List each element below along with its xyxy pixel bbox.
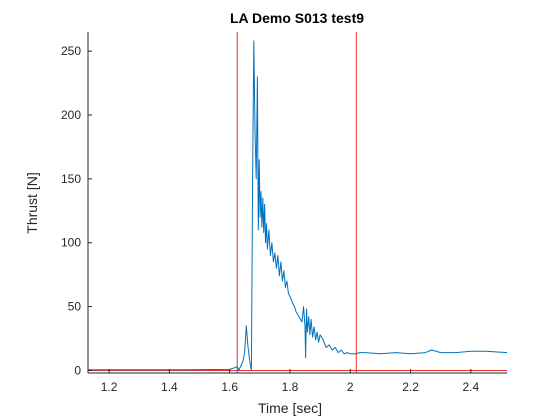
series-layer [88, 40, 508, 371]
x-tick-label: 1.6 [221, 380, 238, 394]
plot-background [88, 32, 507, 373]
x-tick-label: 1.8 [282, 380, 299, 394]
y-tick-label: 0 [74, 363, 81, 377]
marker-lines [88, 32, 507, 373]
chart-title: LA Demo S013 test9 [230, 10, 364, 26]
thrust-series-line [88, 40, 508, 371]
x-tick-label: 1.4 [161, 380, 178, 394]
x-tick-label: 2 [347, 380, 354, 394]
y-tick-label: 100 [61, 236, 81, 250]
y-tick-label: 200 [61, 108, 81, 122]
y-tick-label: 250 [61, 44, 81, 58]
x-ticks: 1.2 1.4 1.6 1.8 2 2.2 2.4 [101, 369, 479, 394]
y-axis-label: Thrust [N] [24, 172, 40, 233]
x-axis-label: Time [sec] [258, 400, 322, 416]
y-tick-label: 50 [68, 300, 82, 314]
y-tick-label: 150 [61, 172, 81, 186]
x-tick-label: 1.2 [101, 380, 118, 394]
x-tick-label: 2.2 [402, 380, 419, 394]
x-tick-label: 2.4 [462, 380, 479, 394]
y-ticks: 0 50 100 150 200 250 [61, 44, 92, 377]
